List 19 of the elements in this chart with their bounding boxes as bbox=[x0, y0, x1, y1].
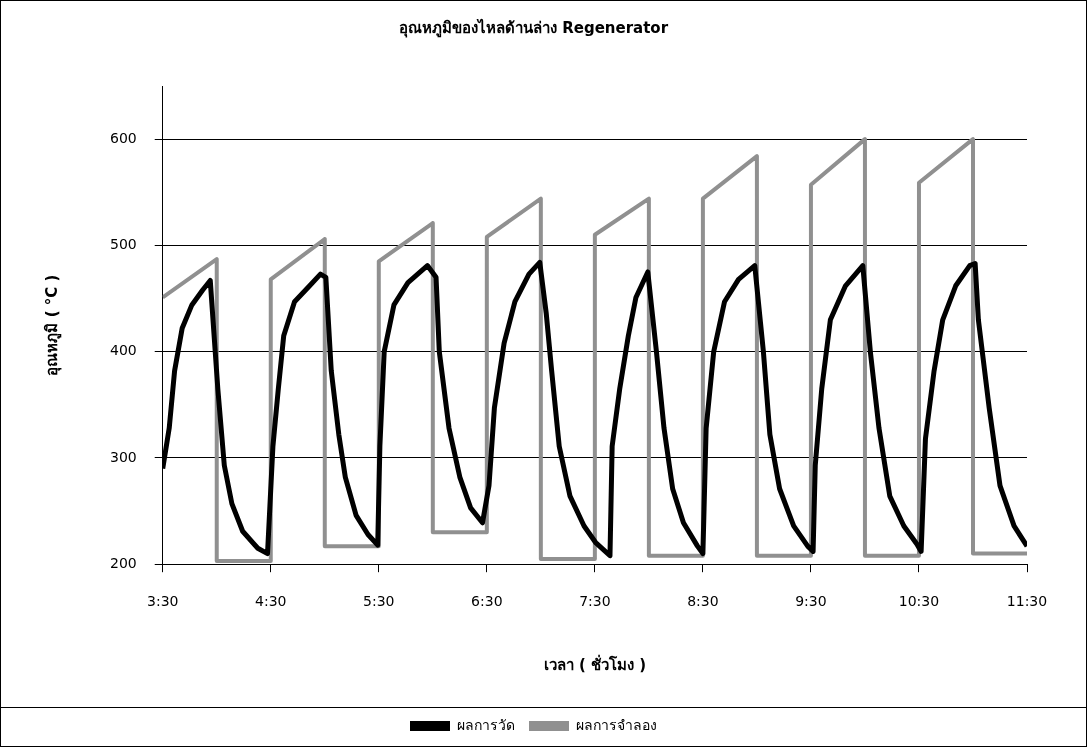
x-tick-label: 3:30 bbox=[147, 593, 179, 610]
x-tick-label: 9:30 bbox=[795, 593, 827, 610]
x-tick-label: 5:30 bbox=[363, 593, 395, 610]
x-tick-label: 4:30 bbox=[255, 593, 287, 610]
y-tick-label: 200 bbox=[109, 554, 137, 571]
y-tick-label: 300 bbox=[109, 448, 137, 465]
x-tick-label: 8:30 bbox=[687, 593, 719, 610]
legend-label: ผลการจำลอง bbox=[576, 716, 657, 733]
chart-title: อุณหภูมิของไหลด้านล่าง Regenerator bbox=[398, 17, 669, 38]
x-tick-label: 6:30 bbox=[471, 593, 503, 610]
y-axis-title: อุณหภูมิ ( °C ) bbox=[42, 274, 62, 376]
x-tick-label: 11:30 bbox=[1006, 593, 1048, 610]
y-tick-label: 500 bbox=[109, 236, 137, 253]
x-axis-title: เวลา ( ชั่วโมง ) bbox=[543, 653, 647, 674]
x-tick-label: 7:30 bbox=[579, 593, 611, 610]
x-tick-label: 10:30 bbox=[898, 593, 940, 610]
y-tick-label: 400 bbox=[109, 342, 137, 359]
y-tick-label: 600 bbox=[109, 129, 137, 146]
legend-label: ผลการวัด bbox=[457, 716, 515, 733]
